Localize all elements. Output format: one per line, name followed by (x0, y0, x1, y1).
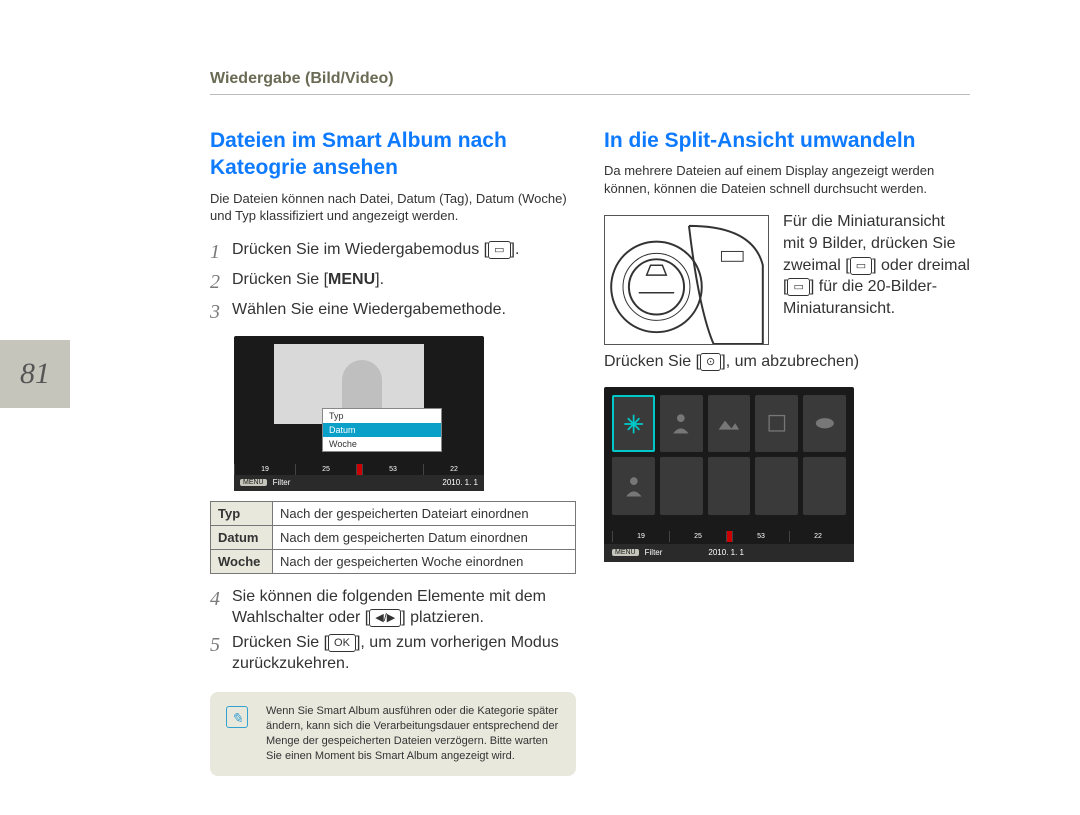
table-val: Nach dem gespeicherten Datum einordnen (273, 525, 576, 549)
table-row: Woche Nach der gespeicherten Woche einor… (211, 549, 576, 573)
table-key: Datum (211, 525, 273, 549)
ok-icon: OK (328, 634, 356, 652)
note-text: Wenn Sie Smart Album ausführen oder die … (266, 705, 558, 762)
page-number-tab: 81 (0, 340, 70, 408)
left-steps-contd: 4 Sie können die folgenden Elemente mit … (210, 586, 576, 674)
right-para2: Drücken Sie [⊙], um abzubrechen) (604, 351, 970, 373)
thumb-icon: ▭ (787, 278, 809, 296)
filter-label: Filter (273, 478, 291, 487)
lcd-timeline-strip: 19 25 53 22 (234, 464, 484, 475)
right-column: In die Split-Ansicht umwandeln Da mehrer… (604, 127, 970, 776)
step-num: 1 (210, 239, 232, 265)
right-heading: In die Split-Ansicht umwandeln (604, 127, 970, 154)
step2-text: Drücken Sie [MENU]. (232, 269, 576, 295)
breadcrumb: Wiedergabe (Bild/Video) (210, 70, 970, 95)
right-intro: Da mehrere Dateien auf einem Display ang… (604, 162, 970, 197)
thumb-icon: ▭ (850, 257, 872, 275)
menu-button-icon: MENU (612, 549, 639, 556)
step1-text: Drücken Sie im Wiedergabemodus [▭]. (232, 239, 576, 265)
page-content: Wiedergabe (Bild/Video) Dateien im Smart… (210, 70, 970, 776)
info-note: ✎ Wenn Sie Smart Album ausführen oder di… (210, 692, 576, 775)
menu-button-icon: MENU (240, 479, 267, 486)
note-icon: ✎ (226, 706, 248, 728)
step4-text: Sie können die folgenden Elemente mit de… (232, 586, 576, 628)
table-val: Nach der gespeicherten Woche einordnen (273, 549, 576, 573)
lcd-bottom-bar: MENU Filter 2010. 1. 1 (234, 475, 484, 491)
table-key: Typ (211, 501, 273, 525)
lcd-timeline-strip: 19 25 53 22 (612, 531, 846, 542)
lcd-menu-item: Typ (323, 409, 441, 423)
step-num: 4 (210, 586, 232, 628)
lcd-splitview: 19 25 53 22 MENU Filter 2010. 1. 1 (604, 387, 854, 562)
left-steps: 1 Drücken Sie im Wiedergabemodus [▭]. 2 … (210, 239, 576, 326)
lcd-menu: Typ Datum Woche (322, 408, 442, 452)
lcd-menu-item-selected: Datum (323, 423, 441, 437)
page-number: 81 (20, 357, 50, 391)
camera-illustration (604, 215, 769, 345)
step-num: 5 (210, 632, 232, 674)
table-row: Datum Nach dem gespeicherten Datum einor… (211, 525, 576, 549)
lcd-bottom-bar: MENU Filter 2010. 1. 1 (604, 544, 854, 562)
step5-text: Drücken Sie [OK], um zum vorherigen Modu… (232, 632, 576, 674)
thumbnail-selected (612, 395, 655, 453)
leftright-icon: ◀/▶ (369, 609, 401, 627)
lcd-date: 2010. 1. 1 (442, 478, 478, 487)
thumbnail (660, 457, 703, 515)
thumbnail (755, 457, 798, 515)
lcd-smartalbum: Typ Datum Woche 19 25 53 22 MENU Filter … (234, 336, 484, 491)
thumbnail (612, 457, 655, 515)
filter-label: Filter (645, 548, 663, 557)
step-num: 2 (210, 269, 232, 295)
table-val: Nach der gespeicherten Dateiart einordne… (273, 501, 576, 525)
thumbnail (660, 395, 703, 453)
thumbnail-grid (612, 395, 846, 515)
left-column: Dateien im Smart Album nach Kateogrie an… (210, 127, 576, 776)
definition-table: Typ Nach der gespeicherten Dateiart eino… (210, 501, 576, 574)
step-num: 3 (210, 299, 232, 325)
thumbnail (803, 395, 846, 453)
zoom-icon: ⊙ (700, 353, 721, 371)
left-intro: Die Dateien können nach Datei, Datum (Ta… (210, 190, 576, 225)
lcd-date: 2010. 1. 1 (708, 548, 744, 557)
thumbnail (755, 395, 798, 453)
table-key: Woche (211, 549, 273, 573)
left-heading: Dateien im Smart Album nach Kateogrie an… (210, 127, 576, 182)
lcd-menu-item: Woche (323, 437, 441, 451)
step3-text: Wählen Sie eine Wiedergabemethode. (232, 299, 576, 325)
thumb-icon: ▭ (488, 241, 510, 259)
table-row: Typ Nach der gespeicherten Dateiart eino… (211, 501, 576, 525)
thumbnail (803, 457, 846, 515)
thumbnail (708, 395, 751, 453)
thumbnail (708, 457, 751, 515)
